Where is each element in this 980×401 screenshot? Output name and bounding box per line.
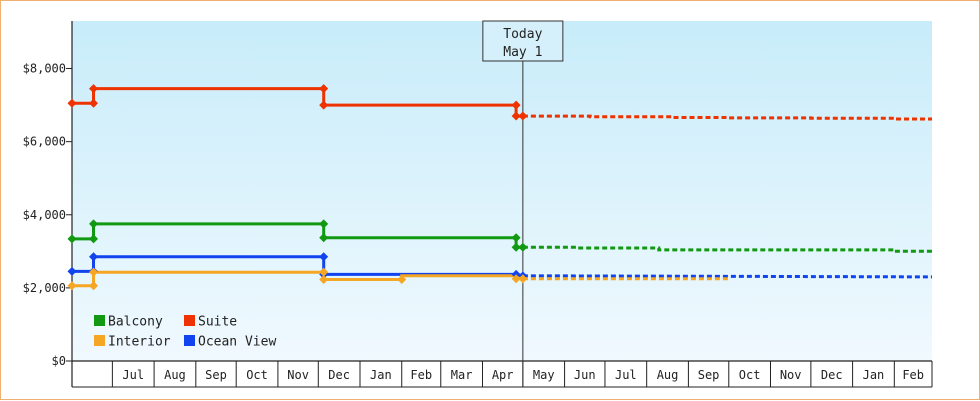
- data-point-suite: [511, 100, 521, 110]
- y-tick-label: $6,000: [23, 135, 66, 149]
- data-point-balcony: [89, 234, 99, 244]
- series-forecast-balcony: [522, 245, 932, 253]
- legend-swatch: [184, 335, 195, 346]
- x-tick-label: Nov: [287, 368, 309, 382]
- x-tick-label: Mar: [451, 368, 473, 382]
- data-point-interior: [511, 274, 521, 284]
- x-tick-label: Oct: [739, 368, 761, 382]
- legend-swatch: [94, 315, 105, 326]
- series-forecast-ocean-view: [522, 274, 933, 279]
- today-label-box: [482, 20, 564, 62]
- x-tick-label: Aug: [657, 368, 679, 382]
- x-tick-label: Jan: [370, 368, 392, 382]
- y-tick-label: $0: [52, 354, 66, 368]
- x-tick-label: Feb: [410, 368, 432, 382]
- data-point-balcony: [89, 219, 99, 229]
- y-tick-label: $4,000: [23, 208, 66, 222]
- x-tick-label: Feb: [902, 368, 924, 382]
- x-tick-label: Jan: [863, 368, 885, 382]
- data-point-balcony: [511, 233, 521, 243]
- data-point-interior: [397, 274, 407, 284]
- data-point-interior: [89, 267, 99, 277]
- series-forecast-suite: [522, 114, 932, 121]
- today-label: Today: [503, 27, 542, 42]
- y-tick-label: $8,000: [23, 62, 66, 76]
- data-point-interior: [319, 267, 329, 277]
- data-point-balcony: [319, 233, 329, 243]
- x-tick-label: May: [533, 368, 555, 382]
- legend-swatch: [184, 315, 195, 326]
- x-tick-label: Oct: [246, 368, 268, 382]
- data-point-balcony: [67, 234, 77, 244]
- data-point-suite: [319, 84, 329, 94]
- data-point-suite: [511, 111, 521, 121]
- data-point-interior: [89, 281, 99, 291]
- data-point-suite: [89, 84, 99, 94]
- x-tick-label: Jul: [122, 368, 144, 382]
- data-point-suite: [319, 100, 329, 110]
- plot-area: [72, 21, 932, 361]
- x-tick-label: Sep: [698, 368, 720, 382]
- x-tick-label: Dec: [821, 368, 843, 382]
- data-point-balcony: [319, 219, 329, 229]
- x-tick-label: Nov: [780, 368, 802, 382]
- legend-label: Interior: [108, 335, 171, 350]
- legend-swatch: [94, 335, 105, 346]
- x-tick-label: Apr: [492, 368, 514, 382]
- legend-label: Ocean View: [198, 335, 276, 350]
- data-point-interior: [67, 281, 77, 291]
- data-point-suite: [89, 98, 99, 108]
- data-point-suite: [67, 98, 77, 108]
- x-tick-label: Sep: [205, 368, 227, 382]
- data-point-ocean-view: [319, 252, 329, 262]
- x-tick-label: Jul: [615, 368, 637, 382]
- legend-label: Balcony: [108, 315, 163, 330]
- x-tick-label: Jun: [574, 368, 596, 382]
- data-point-ocean-view: [67, 266, 77, 276]
- today-date-label: May 1: [503, 45, 542, 60]
- legend-label: Suite: [198, 315, 237, 330]
- y-tick-label: $2,000: [23, 281, 66, 295]
- data-point-interior: [518, 274, 528, 284]
- x-tick-label: Dec: [328, 368, 350, 382]
- x-tick-label: Aug: [164, 368, 186, 382]
- data-point-ocean-view: [89, 252, 99, 262]
- data-point-interior: [319, 274, 329, 284]
- data-point-balcony: [511, 242, 521, 252]
- data-point-suite: [518, 111, 528, 121]
- data-point-balcony: [518, 242, 528, 252]
